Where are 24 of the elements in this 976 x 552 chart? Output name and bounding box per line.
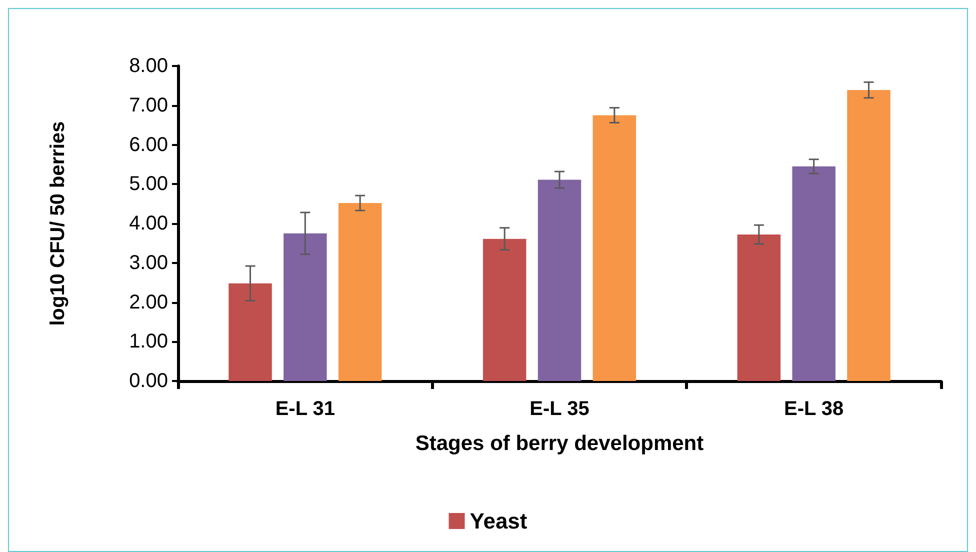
x-axis-title: Stages of berry development <box>415 432 704 455</box>
legend-label: Yeast <box>470 508 528 534</box>
x-tick-label: E-L 31 <box>275 398 336 420</box>
bar <box>284 233 327 381</box>
y-tick-label: 0.00 <box>129 370 168 392</box>
bar <box>792 166 836 381</box>
y-tick-label: 5.00 <box>129 173 168 196</box>
y-tick-label: 3.00 <box>129 252 168 274</box>
x-tick-label: E-L 38 <box>784 398 844 420</box>
y-tick-label: 8.00 <box>129 55 168 77</box>
bar <box>737 234 781 381</box>
bar <box>847 90 890 381</box>
bar <box>538 180 582 381</box>
y-tick-label: 2.00 <box>129 291 168 314</box>
y-tick-label: 7.00 <box>129 94 168 116</box>
bar <box>338 203 382 381</box>
bar <box>228 283 272 381</box>
bar <box>592 115 636 381</box>
y-axis-title: log10 CFU/ 50 berries <box>47 121 69 326</box>
x-tick-label: E-L 35 <box>530 398 590 420</box>
bar <box>482 238 526 381</box>
y-tick-label: 1.00 <box>129 330 168 353</box>
y-tick-label: 6.00 <box>129 134 168 156</box>
y-tick-label: 4.00 <box>129 212 168 234</box>
